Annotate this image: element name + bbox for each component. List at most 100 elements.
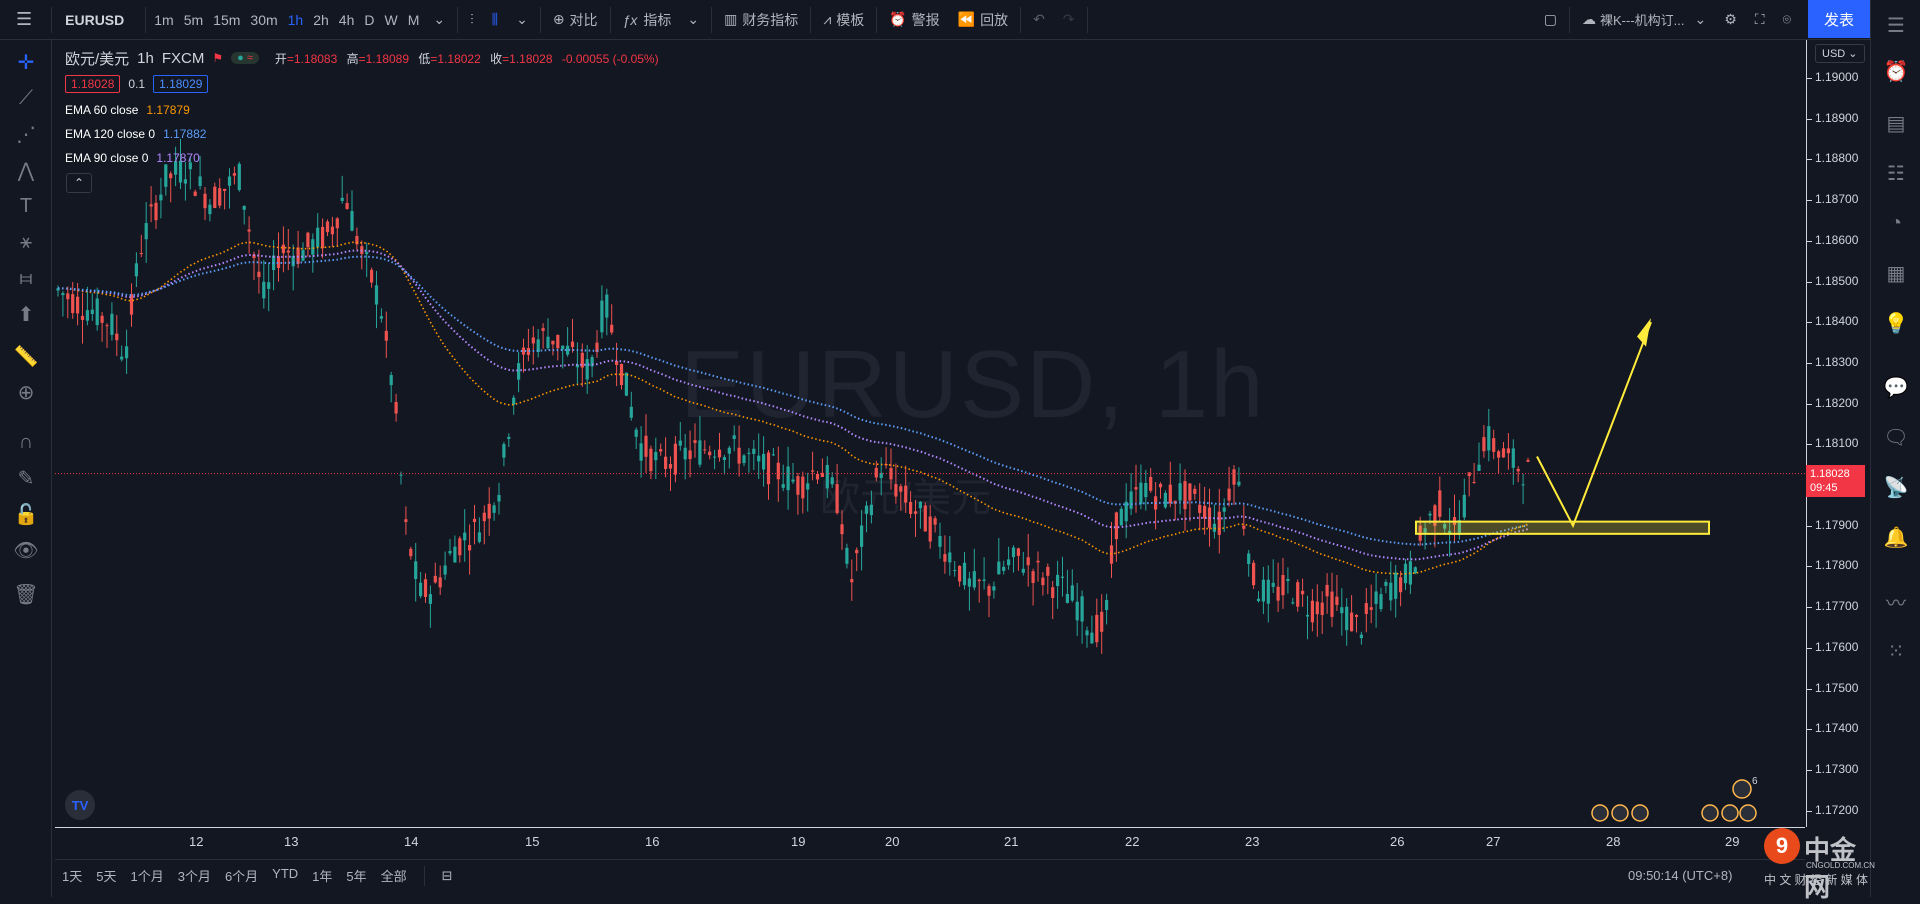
calendar-list-icon[interactable]: ☷ <box>1887 162 1905 185</box>
dots-grid-icon[interactable]: ⁙ <box>1887 640 1905 663</box>
chat-icon[interactable]: 💬 <box>1883 376 1909 399</box>
candle-body <box>66 293 70 300</box>
ruler-icon[interactable]: 📏 <box>13 345 39 368</box>
clock[interactable]: 09:50:14 (UTC+8) <box>1628 868 1733 883</box>
range-2[interactable]: 1个月 <box>130 869 164 884</box>
camera-icon[interactable]: ⌾ <box>1782 11 1791 27</box>
interval-30m[interactable]: 30m <box>250 11 278 28</box>
buy-price-button[interactable]: 1.18029 <box>153 75 209 93</box>
range-1[interactable]: 5天 <box>96 869 117 884</box>
publish-button[interactable]: 发表 <box>1808 0 1870 38</box>
undo-icon[interactable]: ↶ <box>1033 11 1045 27</box>
range-5[interactable]: YTD <box>272 866 299 881</box>
interval-W[interactable]: W <box>384 11 398 28</box>
ema120-label[interactable]: EMA 120 close 0 <box>65 127 156 141</box>
interval-D[interactable]: D <box>364 11 375 28</box>
candle-style-icon[interactable]: ⫼ <box>491 11 499 27</box>
shapes-icon[interactable]: ⚹ <box>20 230 32 253</box>
interval-4h[interactable]: 4h <box>338 11 355 28</box>
range-4[interactable]: 6个月 <box>224 869 259 884</box>
candle-body <box>561 345 565 350</box>
interval-2h[interactable]: 2h <box>313 11 329 28</box>
templates-button[interactable]: ⩘ 模板 <box>814 0 873 40</box>
financials-button[interactable]: ▥ 财务指标 <box>715 0 807 40</box>
news-icon[interactable]: ▤ <box>1886 112 1906 135</box>
trash-icon[interactable]: 🗑 <box>13 583 39 606</box>
price-scale[interactable]: 1.19000 1.18900 1.18800 1.18700 1.18600 1.185… <box>1806 40 1870 827</box>
pattern-icon[interactable]: ⋀ <box>17 159 35 182</box>
candle-body <box>551 340 555 345</box>
range-8[interactable]: 全部 <box>380 869 407 884</box>
text-icon[interactable]: T <box>19 194 33 217</box>
measure-lines-icon[interactable]: ⧦ <box>19 266 33 289</box>
currency-select[interactable]: USD ⌄ <box>1815 44 1865 63</box>
broadcast-icon[interactable]: 📡 <box>1883 476 1909 499</box>
messages-icon[interactable]: 🗨 <box>1883 426 1909 449</box>
currency-label: USD <box>1822 48 1846 60</box>
candle-body <box>1428 513 1432 516</box>
watchlist-icon[interactable]: ☰ <box>1887 14 1905 37</box>
range-0[interactable]: 1天 <box>62 869 83 884</box>
candle-body <box>120 356 124 360</box>
legend-collapse-button[interactable]: ⌃ <box>66 173 92 193</box>
calendar-icon[interactable]: ▦ <box>1886 262 1906 285</box>
ema90-label[interactable]: EMA 90 close 0 <box>65 151 149 165</box>
history-icon[interactable]: ◔ <box>1889 211 1903 234</box>
interval-15m[interactable]: 15m <box>213 11 241 28</box>
zigzag-icon[interactable]: 〰 <box>1886 592 1906 615</box>
interval-1m[interactable]: 1m <box>154 11 174 28</box>
ema60-label[interactable]: EMA 60 close <box>65 103 139 117</box>
eye-icon[interactable]: 👁 <box>13 539 39 562</box>
time-scale[interactable]: 12 13 14 15 16 19 20 21 22 23 26 27 28 29 <box>55 827 1805 851</box>
zoom-in-icon[interactable]: ⊕ <box>17 381 35 404</box>
indicators-button[interactable]: ƒx 指标 ⌄ <box>614 0 709 40</box>
fib-icon[interactable]: ⋰ <box>16 123 36 146</box>
crosshair-icon[interactable]: ✛ <box>17 51 35 74</box>
candle-body <box>1315 601 1319 615</box>
alert-button[interactable]: ⏰ 警报 <box>880 0 948 40</box>
bell-icon[interactable]: 🔔 <box>1883 526 1909 549</box>
date-range-icon[interactable]: ⊟ <box>441 867 453 883</box>
sell-price-button[interactable]: 1.18028 <box>65 75 121 93</box>
candle-body <box>1301 590 1305 595</box>
lock-icon[interactable]: 🔓 <box>13 503 39 526</box>
economic-event-icon <box>1721 804 1739 822</box>
legend-title[interactable]: 欧元/美元 <box>65 50 130 68</box>
arrow-up-icon[interactable]: ⬆ <box>17 303 35 326</box>
compare-button[interactable]: ⊕ 对比 <box>544 0 607 40</box>
interval-5m[interactable]: 5m <box>183 11 204 28</box>
range-3[interactable]: 3个月 <box>177 869 211 884</box>
lock-pencil-icon[interactable]: ✎ <box>17 467 35 490</box>
fullscreen-icon[interactable]: ⛶ <box>1754 11 1765 27</box>
market-status-badge[interactable]: ● ≈ <box>231 52 259 64</box>
events-badge-count: 6 <box>1752 776 1758 787</box>
price-chart[interactable]: 6 <box>55 40 1805 827</box>
chevron-down-icon[interactable]: ⌄ <box>433 11 446 27</box>
range-6[interactable]: 1年 <box>312 869 333 884</box>
gear-icon[interactable]: ⚙ <box>1724 11 1737 27</box>
range-7[interactable]: 5年 <box>346 869 367 884</box>
menu-icon[interactable]: ☰ <box>16 9 33 29</box>
bar-style-icon[interactable]: ⫶ <box>470 11 474 27</box>
interval-1h[interactable]: 1h <box>287 11 304 28</box>
symbol-search[interactable]: EURUSD <box>65 11 125 28</box>
candle-body <box>1438 490 1442 517</box>
trendline-icon[interactable]: ⟋ <box>19 86 33 109</box>
price-label: 1.17500 <box>1815 680 1859 695</box>
idea-bulb-icon[interactable]: 💡 <box>1883 312 1909 335</box>
candle-body <box>1472 482 1476 484</box>
interval-M[interactable]: M <box>407 11 420 28</box>
tradingview-logo[interactable]: TV <box>65 790 95 820</box>
alarm-clock-icon[interactable]: ⏰ <box>1883 60 1909 83</box>
flag-icon[interactable]: ⚑ <box>212 51 224 65</box>
candle-body <box>1178 483 1182 501</box>
right-sidebar: ☰ ⏰ ▤ ☷ ◔ ▦ 💡 💬 🗨 📡 🔔 〰 ⁙ <box>1870 0 1920 897</box>
time-label: 28 <box>1606 834 1621 849</box>
layout-select[interactable]: ☁ 裸K---机构订... ⌄ <box>1573 0 1715 40</box>
fullscreen-select-icon[interactable]: ▢ <box>1543 11 1557 27</box>
redo-icon[interactable]: ↷ <box>1062 11 1075 27</box>
magnet-icon[interactable]: ∩ <box>18 430 34 453</box>
chevron-down-icon[interactable]: ⌄ <box>516 11 528 27</box>
candle-body <box>80 315 85 320</box>
replay-button[interactable]: ⏪ 回放 <box>949 0 1017 40</box>
